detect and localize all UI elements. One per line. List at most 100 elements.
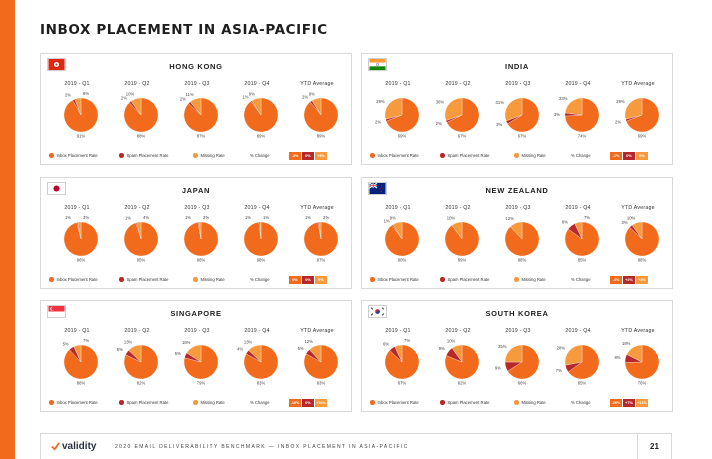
column-label: 2019 - Q4 <box>244 205 270 211</box>
pie-chart: 74% 3% 23% <box>554 96 600 139</box>
legend-label: Inbox Placement Rate <box>377 400 419 405</box>
accent-bar <box>0 0 15 459</box>
column-label: 2019 - Q3 <box>505 81 531 87</box>
column-label: YTD Average <box>300 81 334 87</box>
slice-label-spam: 2% <box>180 96 186 101</box>
slice-label-spam: 1% <box>384 218 390 223</box>
pie-column: YTD Average 88% 3% 10% <box>614 205 662 269</box>
pie-chart: 89% 1%9% <box>242 91 279 139</box>
slice-label-inbox: 87% <box>197 134 206 139</box>
legend-item-spam: Spam Placement Rate <box>440 153 489 158</box>
column-label: 2019 - Q3 <box>184 205 210 211</box>
pie-column: 2019 - Q4 85% 8% 7% <box>554 205 602 269</box>
pie-chart: 88% 3%10% <box>622 216 660 263</box>
pie-slice-missing <box>259 221 262 240</box>
slice-label-spam: 1% <box>125 215 131 220</box>
pie-column: 2019 - Q1 69% 2% 29% <box>374 81 422 145</box>
pie-column: 2019 - Q3 66% 9% 25% <box>494 328 542 392</box>
column-label: 2019 - Q2 <box>124 205 150 211</box>
column-label: 2019 - Q3 <box>505 328 531 334</box>
column-label: 2019 - Q3 <box>184 328 210 334</box>
slice-label-missing: 10% <box>447 339 456 344</box>
pie-column: 2019 - Q2 82% 9% 10% <box>434 328 482 392</box>
pie-column: 2019 - Q3 67% 3% 31% <box>494 81 542 145</box>
slice-label-inbox: 97% <box>317 258 326 263</box>
pie-column: YTD Average 76% 8% 18% <box>614 328 662 392</box>
legend-swatch <box>514 277 519 282</box>
slice-label-spam: 2% <box>615 119 621 124</box>
pie-slice-missing <box>186 344 202 363</box>
legend-swatch <box>514 400 519 405</box>
panel-japan: JAPAN 2019 - Q1 96% 1% 3% 2019 - Q2 95% 1% 4% 201… <box>40 177 352 289</box>
change-badge-spam: 0% <box>623 152 635 160</box>
slice-label-spam: 5% <box>175 351 181 356</box>
pie-slice-inbox <box>385 97 420 133</box>
slice-label-missing: 31% <box>496 100 505 105</box>
slice-label-missing: 2% <box>203 215 209 220</box>
slice-label-inbox: 67% <box>518 134 527 139</box>
legend-item-spam: Spam Placement Rate <box>119 153 168 158</box>
pie-column: 2019 - Q3 88% 12% <box>494 205 542 269</box>
pie-column: 2019 - Q2 88% 2% 10% <box>113 81 161 145</box>
footer-text: 2020 EMAIL DELIVERABILITY BENCHMARK — IN… <box>115 444 409 450</box>
pie-slice-missing <box>510 221 523 240</box>
slice-label-spam: 7% <box>556 368 562 373</box>
legend-label: Missing Rate <box>521 400 546 405</box>
change-badge-inbox: 0% <box>289 276 301 284</box>
slice-label-missing: 29% <box>616 99 625 104</box>
pie-column: 2019 - Q2 89% 10% <box>434 205 482 269</box>
pie-column: 2019 - Q2 95% 1% 4% <box>113 205 161 269</box>
pie-chart: 91% 2% 6% <box>63 91 99 139</box>
slice-label-spam: 5% <box>63 341 69 346</box>
slice-label-inbox: 98% <box>257 258 266 263</box>
hong-kong-flag <box>47 58 66 71</box>
legend-item-inbox: Inbox Placement Rate <box>49 277 98 282</box>
legend-label: Inbox Placement Rate <box>56 153 98 158</box>
change-badge-inbox: -10% <box>289 399 301 407</box>
pie-chart: 69% 2% 29% <box>615 97 660 139</box>
slice-label-missing: 13% <box>124 339 133 344</box>
slice-label-inbox: 91% <box>77 134 86 139</box>
pie-column: 2019 - Q3 79% 5% 16% <box>173 328 221 392</box>
legend-item-inbox: Inbox Placement Rate <box>370 277 419 282</box>
column-label: 2019 - Q4 <box>244 81 270 87</box>
india-flag <box>368 58 387 71</box>
pie-slice-missing <box>626 344 643 363</box>
legend-item-spam: Spam Placement Rate <box>440 400 489 405</box>
country-title: JAPAN <box>181 186 211 195</box>
slice-label-spam: 3% <box>496 122 502 127</box>
check-icon <box>51 442 60 451</box>
legend-swatch <box>193 277 198 282</box>
legend-item-missing: Missing Rate <box>514 400 546 405</box>
legend-item-inbox: Inbox Placement Rate <box>49 153 98 158</box>
change-label: % Change <box>250 277 270 282</box>
slice-label-missing: 9% <box>249 91 255 96</box>
pie-slice-missing <box>251 97 262 116</box>
panel-india: INDIA 2019 - Q1 69% 2% 29% 2019 - Q2 67% 2% 30% 2… <box>361 53 673 165</box>
pie-slice-missing <box>574 221 583 240</box>
pie-column: 2019 - Q1 91% 2% 6% <box>53 81 101 145</box>
change-label: % Change <box>571 277 591 282</box>
slice-label-inbox: 89% <box>257 134 266 139</box>
pie-chart: 90% 1%9% <box>384 215 420 263</box>
legend-label: Spam Placement Rate <box>126 277 169 282</box>
pie-column: 2019 - Q4 74% 3% 23% <box>554 81 602 145</box>
legend-label: Missing Rate <box>200 400 225 405</box>
slice-label-inbox: 69% <box>398 134 407 139</box>
pie-column: 2019 - Q4 89% 1% 9% <box>233 81 281 145</box>
slice-label-missing: 7% <box>83 338 89 343</box>
slice-label-spam: 9% <box>439 346 445 351</box>
column-label: YTD Average <box>621 205 655 211</box>
country-title: INDIA <box>505 62 529 71</box>
pie-slice-missing <box>128 344 142 363</box>
slice-label-spam: 1% <box>305 215 311 220</box>
column-label: YTD Average <box>300 328 334 334</box>
slice-label-spam: 2% <box>436 121 442 126</box>
legend-item-spam: Spam Placement Rate <box>440 277 489 282</box>
column-label: 2019 - Q3 <box>505 205 531 211</box>
column-label: YTD Average <box>300 205 334 211</box>
legend-swatch <box>119 277 124 282</box>
column-label: 2019 - Q1 <box>385 81 411 87</box>
slice-label-inbox: 85% <box>578 258 587 263</box>
slice-label-spam: 5% <box>117 347 123 352</box>
